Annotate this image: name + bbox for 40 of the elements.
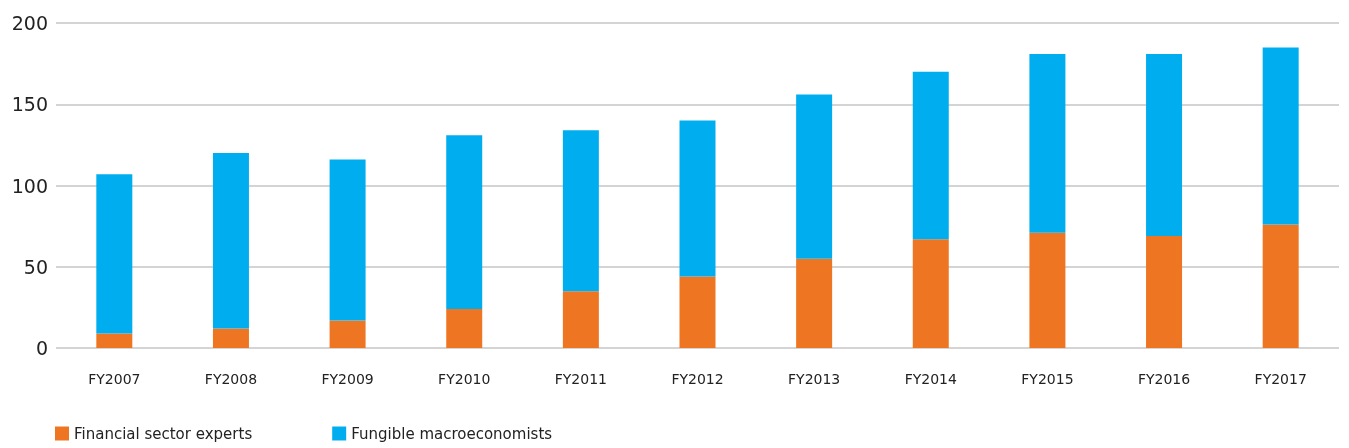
y-tick-label: 100 bbox=[11, 174, 48, 197]
bar bbox=[1146, 53, 1183, 236]
bar bbox=[796, 94, 833, 259]
bar bbox=[329, 159, 366, 321]
x-tick-label: FY2016 bbox=[1137, 371, 1191, 387]
x-tick-label: FY2010 bbox=[438, 371, 491, 387]
bar bbox=[96, 174, 133, 334]
bar bbox=[679, 120, 716, 277]
y-tick-label: 0 bbox=[35, 337, 48, 359]
x-tick-label: FY2007 bbox=[88, 371, 141, 387]
bar bbox=[562, 130, 599, 292]
bar bbox=[679, 276, 716, 348]
x-tick-label: FY2014 bbox=[904, 371, 957, 387]
bar bbox=[446, 135, 483, 309]
bar bbox=[1262, 224, 1299, 348]
legend-label: Financial sector experts bbox=[74, 424, 253, 443]
bar bbox=[329, 320, 366, 348]
x-tick-label: FY2013 bbox=[788, 371, 841, 387]
y-tick-label: 150 bbox=[11, 93, 48, 116]
x-tick-label: FY2009 bbox=[321, 371, 374, 387]
bar bbox=[1029, 232, 1066, 348]
bar bbox=[446, 309, 483, 348]
bar bbox=[562, 291, 599, 348]
y-tick-label: 50 bbox=[23, 255, 48, 278]
bar bbox=[912, 239, 949, 348]
bar bbox=[912, 71, 949, 240]
bar bbox=[1262, 47, 1299, 225]
bar bbox=[212, 328, 249, 348]
bar bbox=[796, 258, 833, 348]
bar bbox=[1146, 235, 1183, 348]
legend-label: Fungible macroeconomists bbox=[351, 424, 553, 443]
bar bbox=[96, 333, 133, 348]
x-tick-label: FY2015 bbox=[1021, 371, 1074, 387]
x-tick-label: FY2012 bbox=[671, 371, 724, 387]
y-tick-label: 200 bbox=[11, 12, 48, 34]
x-tick-label: FY2008 bbox=[204, 371, 258, 387]
bar bbox=[212, 153, 249, 329]
bar bbox=[1029, 53, 1066, 233]
x-tick-label: FY2017 bbox=[1254, 371, 1307, 387]
x-tick-label: FY2011 bbox=[554, 371, 607, 387]
